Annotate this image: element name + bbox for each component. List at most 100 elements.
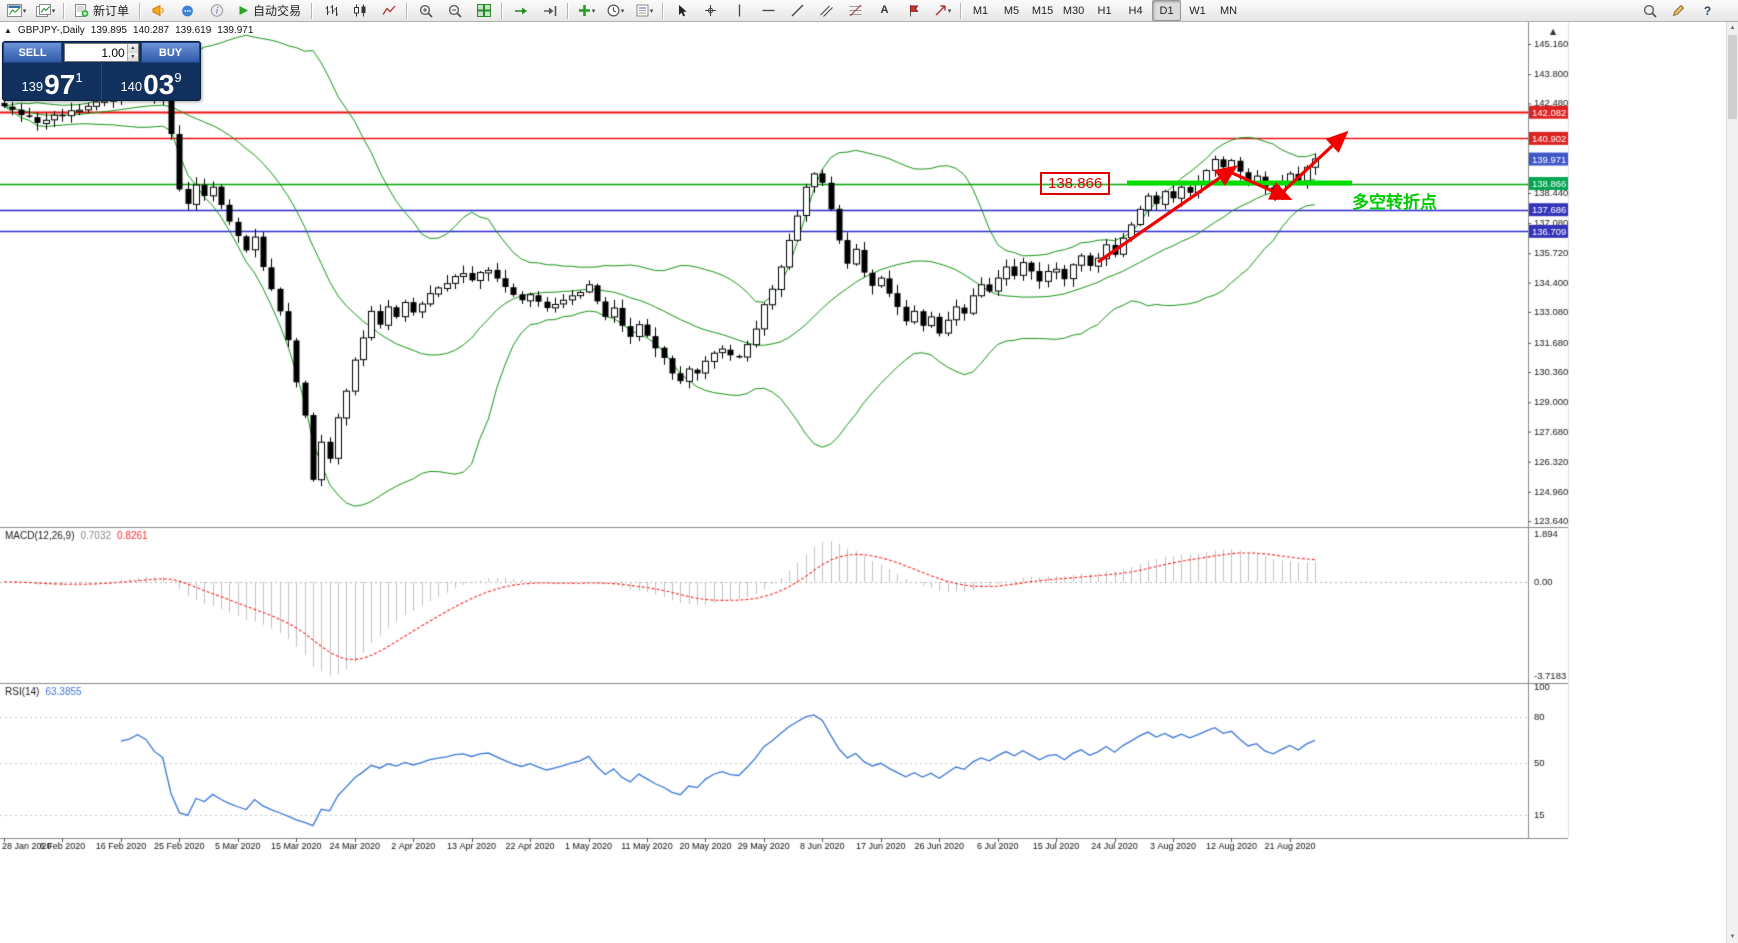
templates-icon [636, 4, 649, 17]
trendline-button[interactable] [784, 0, 811, 21]
horizontal-line-button[interactable] [755, 0, 782, 21]
tf-w1-button[interactable]: W1 [1183, 0, 1212, 21]
messages-icon [181, 5, 195, 17]
auto-scroll-button[interactable] [507, 0, 534, 21]
tf-m5-label: M5 [1003, 4, 1020, 17]
volume-field: ▲ ▼ [64, 43, 139, 62]
new-order-button[interactable]: 新订单 [69, 0, 135, 21]
ask-pips: 03 [143, 69, 175, 101]
chart-shift-button[interactable] [536, 0, 563, 21]
equidistant-channel-button[interactable] [813, 0, 840, 21]
edit-icon [1672, 4, 1685, 17]
edit-button[interactable] [1665, 0, 1692, 21]
sell-button[interactable]: SELL [3, 42, 62, 63]
community-button[interactable] [145, 0, 172, 21]
toolbar: ▾ ▾ 新订单 i 自动交易 ▾ ▾ ▾ A ▾ M1 M5 M15 M30 H1 H4 D1 W1 MN? [0, 0, 1738, 22]
toolbar-group: i 自动交易 [144, 0, 308, 21]
search-button[interactable] [1636, 0, 1663, 21]
chevron-down-icon: ▾ [22, 7, 27, 15]
support-price-label[interactable]: 138.866 [1040, 172, 1111, 195]
toolbar-right-group: ? [1635, 0, 1722, 21]
fibonacci-button[interactable] [842, 0, 869, 21]
tf-m30-button[interactable]: M30 [1059, 0, 1088, 21]
tf-h4-label: H4 [1128, 4, 1143, 17]
shapes-icon [934, 4, 947, 17]
crosshair-icon [704, 4, 717, 17]
indicators-icon [578, 4, 591, 17]
autotrading-label: 自动交易 [253, 4, 302, 18]
messages-button[interactable] [174, 0, 201, 21]
volume-input[interactable] [65, 44, 127, 61]
one-click-trading-panel: SELL ▲ ▼ BUY 139 97 1 140 03 9 [2, 41, 201, 101]
tile-windows-button[interactable] [470, 0, 497, 21]
toolbar-separator [567, 2, 570, 19]
tf-d1-label: D1 [1159, 4, 1174, 17]
toolbar-separator [960, 2, 963, 19]
volume-up-button[interactable]: ▲ [127, 44, 138, 53]
chart-shift-icon [543, 5, 557, 17]
search-icon [1643, 4, 1657, 18]
toolbar-group [506, 0, 564, 21]
candle-chart-mode-button[interactable] [346, 0, 373, 21]
cursor-button[interactable] [668, 0, 695, 21]
scrollbar-thumb[interactable] [1728, 35, 1737, 119]
periods-icon [607, 4, 620, 17]
toolbar-group [316, 0, 403, 21]
tf-h4-button[interactable]: H4 [1121, 0, 1150, 21]
buy-button[interactable]: BUY [141, 42, 200, 63]
zoom-out-button[interactable] [441, 0, 468, 21]
arrows-shapes-button[interactable]: ▾ [929, 0, 956, 21]
tf-h1-button[interactable]: H1 [1090, 0, 1119, 21]
toolbar-group: A ▾ [667, 0, 957, 21]
bid-price: 139 97 1 [3, 63, 101, 100]
vline-icon [733, 4, 746, 17]
turning-point-note[interactable]: 多空转折点 [1352, 193, 1437, 212]
open-value: 139.895 [90, 25, 127, 36]
bar-chart-mode-button[interactable] [317, 0, 344, 21]
low-value: 139.619 [175, 25, 212, 36]
draw-text-button[interactable]: A [871, 0, 898, 21]
toolbar-separator [406, 2, 409, 19]
candles-icon [353, 4, 367, 17]
tf-d1-button[interactable]: D1 [1152, 0, 1182, 21]
tf-h1-label: H1 [1097, 4, 1112, 17]
community-icon [152, 4, 166, 17]
crosshair-button[interactable] [697, 0, 724, 21]
tf-m5-button[interactable]: M5 [997, 0, 1026, 21]
profiles-icon [35, 4, 51, 17]
tf-m15-button[interactable]: M15 [1028, 0, 1057, 21]
autoscroll-icon [514, 5, 528, 17]
symbol-period-label: GBPJPY-,Daily [17, 25, 85, 36]
toolbar-group: 新订单 [68, 0, 136, 21]
tester-icon: i [210, 4, 224, 17]
bid-int: 139 [21, 79, 44, 94]
new-order-icon [75, 4, 89, 17]
text-label-button[interactable] [900, 0, 927, 21]
templates-button[interactable]: ▾ [631, 0, 658, 21]
periods-button[interactable]: ▾ [602, 0, 629, 21]
collapse-panel-icon[interactable]: ▲ [4, 26, 12, 35]
chevron-down-icon: ▾ [947, 7, 952, 15]
tester-button[interactable]: i [203, 0, 230, 21]
chart-canvas[interactable] [0, 22, 1738, 943]
autotrading-button[interactable]: 自动交易 [232, 0, 307, 21]
fibo-icon [849, 4, 862, 17]
help-button[interactable]: ? [1694, 0, 1721, 21]
volume-down-button[interactable]: ▼ [127, 52, 138, 61]
bid-point: 1 [75, 70, 83, 85]
scroll-down-icon[interactable]: ▼ [1729, 934, 1736, 940]
zoom-in-button[interactable] [412, 0, 439, 21]
scroll-up-icon[interactable]: ▲ [1729, 25, 1736, 31]
toolbar-separator [311, 2, 314, 19]
svg-text:i: i [215, 6, 218, 16]
line-chart-mode-button[interactable] [375, 0, 402, 21]
indicators-button[interactable]: ▾ [573, 0, 600, 21]
vertical-line-button[interactable] [726, 0, 753, 21]
tf-m1-button[interactable]: M1 [966, 0, 995, 21]
toolbar-separator [139, 2, 142, 19]
tf-mn-button[interactable]: MN [1214, 0, 1243, 21]
new-chart-button[interactable]: ▾ [3, 0, 30, 21]
vertical-scrollbar[interactable]: ▲ ▼ [1726, 22, 1738, 943]
high-value: 140.287 [132, 25, 170, 36]
chart-profiles-button[interactable]: ▾ [32, 0, 59, 21]
